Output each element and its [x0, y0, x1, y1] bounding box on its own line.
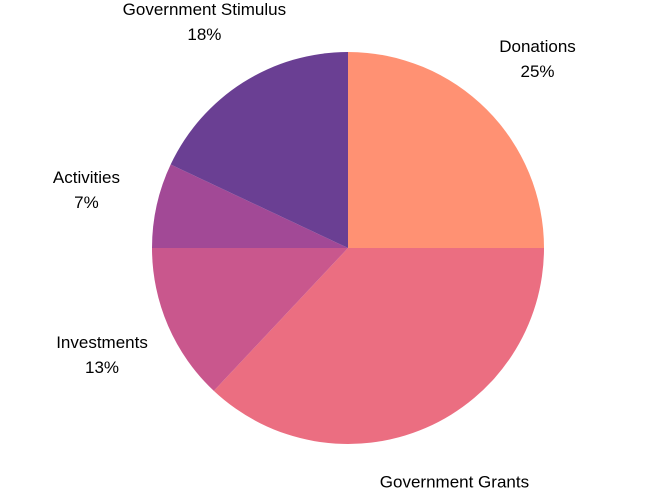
pie-slices: [152, 52, 544, 445]
slice-label-2: Investments: [56, 333, 148, 352]
slice-percent-3: 7%: [74, 193, 99, 212]
pie-slice-1: [213, 248, 544, 445]
slice-label-1: Government Grants: [380, 472, 529, 491]
pie-slice-0: [348, 52, 544, 248]
pie-slice-3: [152, 164, 348, 248]
slice-percent-4: 18%: [187, 25, 221, 44]
slice-label-0: Donations: [499, 37, 576, 56]
slice-percent-2: 13%: [85, 358, 119, 377]
pie-slice-4: [170, 52, 348, 248]
slice-label-4: Government Stimulus: [123, 0, 286, 19]
pie-slice-2: [152, 248, 348, 391]
slice-label-3: Activities: [53, 168, 120, 187]
slice-percent-0: 25%: [520, 62, 554, 81]
